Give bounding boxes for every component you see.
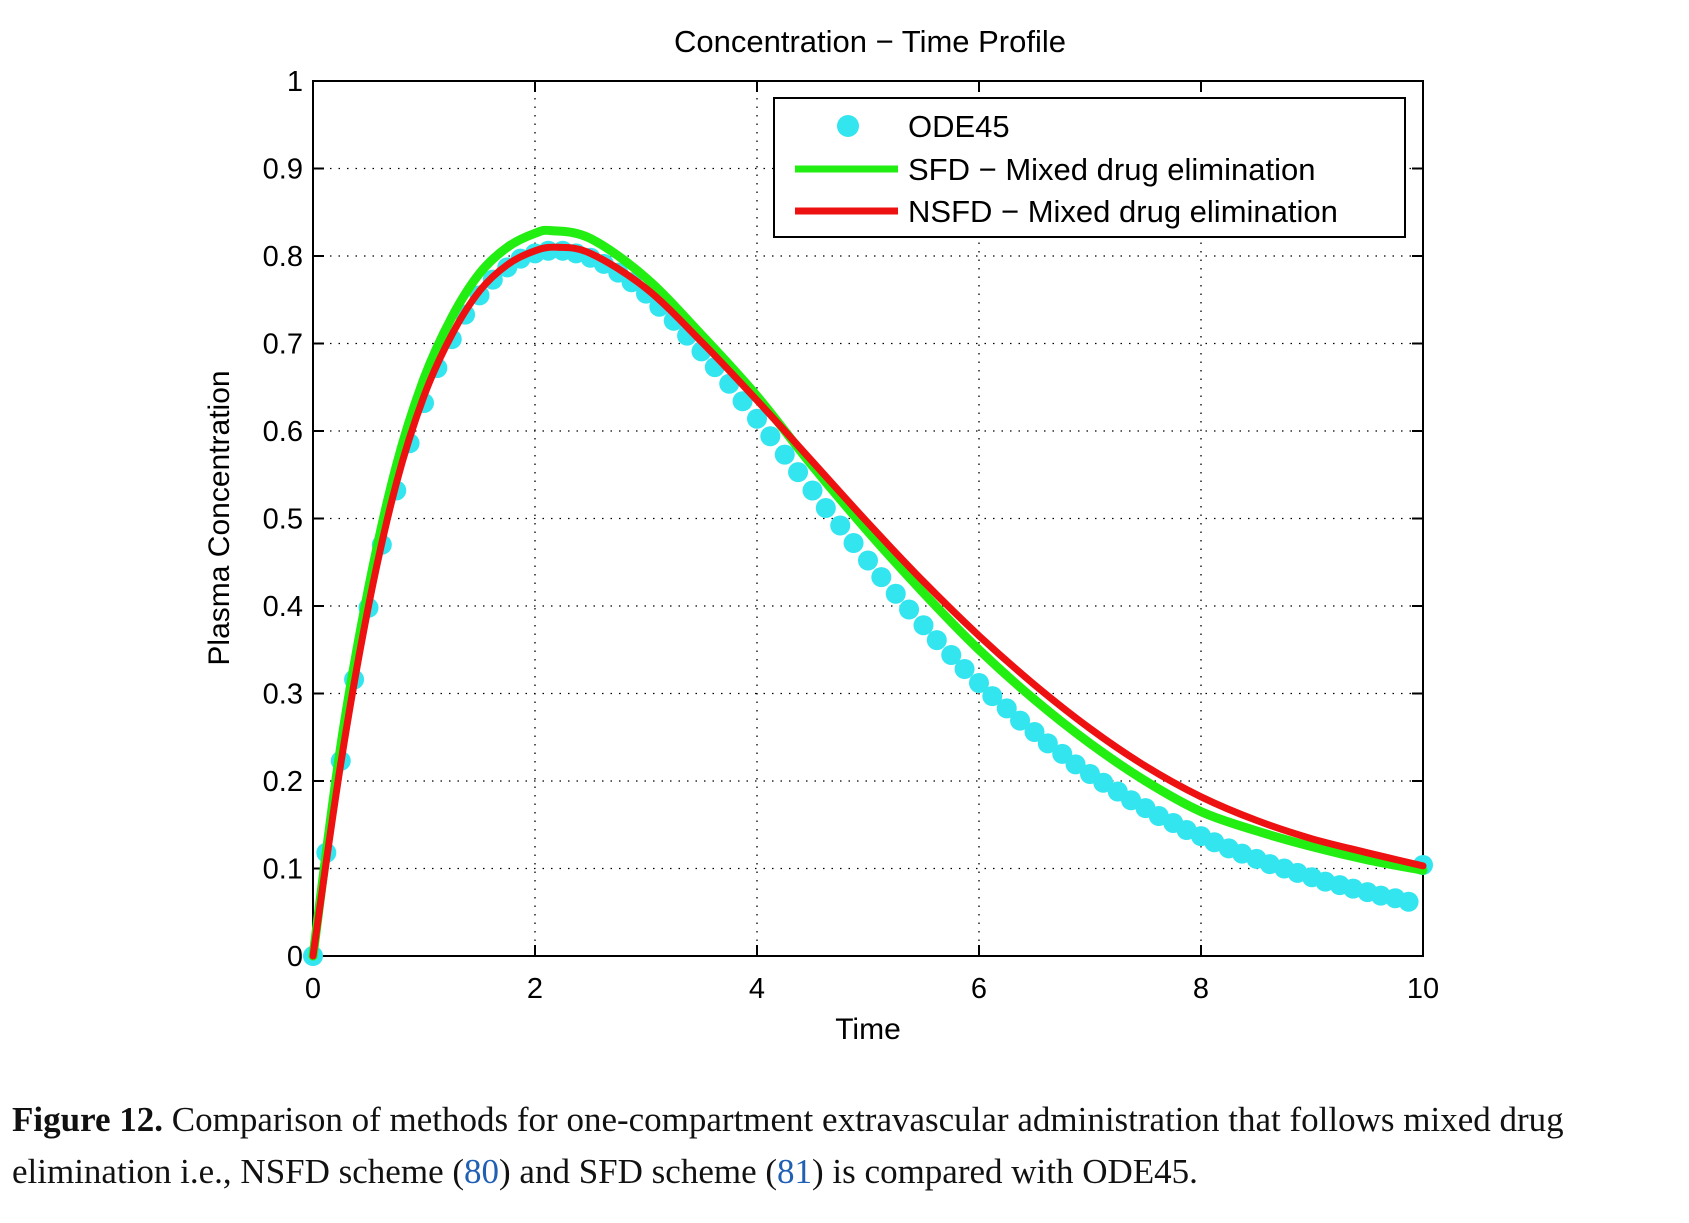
- chart: Concentration − Time Profile 0 2 4 6 8 10 0 0.1…: [203, 24, 1439, 1046]
- ode45-point: [941, 645, 962, 665]
- ode45-point: [1398, 891, 1419, 912]
- ode45-point: [871, 567, 892, 588]
- y-tick-label: 0.8: [263, 241, 303, 273]
- axis-ticks: 0 2 4 6 8 10 0 0.1 0.2 0.3 0.4 0.5 0.6 0.7 0.8 0.9 1: [263, 66, 1439, 1005]
- x-axis-label: Time: [835, 1013, 901, 1046]
- ode45-point: [926, 630, 947, 651]
- ode45-point: [760, 426, 781, 447]
- y-tick-label: 0.7: [263, 329, 303, 361]
- ode45-point: [954, 659, 975, 679]
- ode45-point: [774, 444, 795, 465]
- y-tick-label: 0.3: [263, 679, 303, 711]
- y-tick-label: 0.1: [263, 854, 303, 886]
- plot-series: [303, 225, 1433, 966]
- ode45-point: [996, 698, 1017, 719]
- ode45-point: [1093, 772, 1114, 793]
- ode45-point: [747, 408, 767, 429]
- ode45-point: [899, 599, 920, 620]
- ode45-point: [1010, 710, 1031, 731]
- ode45-point: [1065, 754, 1086, 775]
- ode45-point: [732, 391, 753, 412]
- x-tick-label: 4: [749, 973, 765, 1005]
- y-tick-label: 0.9: [263, 154, 303, 186]
- ode45-point: [815, 498, 836, 518]
- ode45-point: [1024, 722, 1045, 742]
- legend-label-nsfd: NSFD − Mixed drug elimination: [908, 194, 1338, 229]
- y-tick-label: 0.4: [263, 591, 303, 623]
- y-tick-label: 0.5: [263, 504, 303, 536]
- x-tick-label: 6: [971, 973, 987, 1005]
- ode45-point: [1037, 733, 1058, 754]
- y-tick-label: 0: [287, 941, 303, 973]
- ode45-point: [982, 686, 1003, 707]
- caption-ref-81[interactable]: 81: [777, 1152, 813, 1191]
- ode45-point: [913, 615, 934, 636]
- y-tick-label: 0.2: [263, 766, 303, 798]
- x-tick-label: 8: [1193, 973, 1209, 1005]
- chart-title: Concentration − Time Profile: [674, 24, 1066, 59]
- y-axis-label: Plasma Concentration: [203, 370, 236, 665]
- ode45-point: [788, 462, 809, 483]
- ode45-point: [843, 533, 864, 553]
- x-tick-label: 10: [1407, 973, 1439, 1005]
- ode45-point: [885, 583, 906, 604]
- nsfd-series-line: [309, 243, 1427, 960]
- figure-caption: Figure 12. Comparison of methods for one…: [12, 1094, 1682, 1198]
- caption-ref-80[interactable]: 80: [464, 1152, 500, 1191]
- caption-lead: Figure 12.: [12, 1100, 164, 1139]
- legend-marker-ode45: [837, 115, 859, 137]
- ode45-point: [830, 515, 851, 536]
- ode45-point: [858, 550, 878, 571]
- ode45-point: [802, 480, 823, 501]
- y-tick-label: 1: [287, 66, 303, 98]
- legend-label-ode45: ODE45: [908, 109, 1010, 144]
- x-tick-label: 0: [305, 973, 321, 1005]
- caption-text-3: ) is compared with ODE45.: [812, 1152, 1198, 1191]
- sfd-series-line: [308, 225, 1428, 961]
- y-tick-label: 0.6: [263, 416, 303, 448]
- legend: ODE45 SFD − Mixed drug elimination NSFD …: [773, 97, 1406, 238]
- legend-label-sfd: SFD − Mixed drug elimination: [908, 152, 1315, 187]
- ode45-point: [969, 673, 989, 693]
- caption-text-2: ) and SFD scheme (: [499, 1152, 778, 1191]
- caption-text-1: Comparison of methods for one-compartmen…: [12, 1100, 1564, 1191]
- x-tick-label: 2: [527, 973, 543, 1005]
